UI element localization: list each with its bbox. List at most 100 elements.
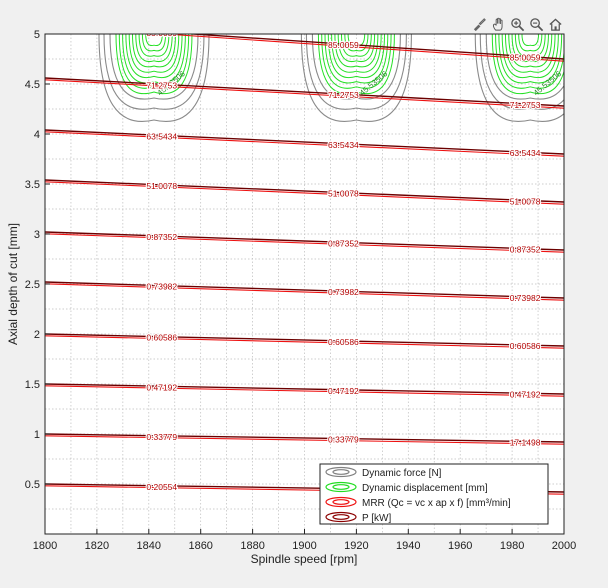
displacement-contour [321,34,392,89]
mrr-contours [45,34,564,495]
mrr-contour-label: 63.5434 [328,140,359,150]
legend-box [319,463,549,525]
power-contour-line [45,383,564,395]
home-restore-icon[interactable] [546,14,564,34]
displacement-contour [508,34,553,68]
displacement-contour [495,34,564,89]
power-contour-line [45,129,564,155]
x-tick-label: 1860 [188,540,212,552]
displacement-contour [145,34,163,47]
x-tick-label: 1820 [85,540,109,552]
mrr-contour-label: 0.60586 [146,333,177,343]
force-contour [305,34,407,110]
mrr-contour-label: 0.73982 [510,293,541,303]
legend-swatch [325,511,357,523]
power-contour-line [45,179,564,203]
x-tick-label: 1840 [137,540,161,552]
mrr-contour-label: 71.2753 [146,80,177,90]
plot-area [45,34,564,534]
displacement-contour [341,34,372,57]
legend-entry: Dynamic displacement [mm] [362,483,488,494]
mrr-contour-label: 17.1498 [510,437,541,447]
plot-frame [44,33,565,535]
mrr-contour-label: 63.5434 [510,148,541,158]
x-tick-label: 1800 [33,540,57,552]
mrr-contour-label: 0.73982 [146,282,177,292]
y-tick-label: 1 [34,429,40,441]
force-contour [474,34,564,122]
y-tick-label: 5 [34,29,40,41]
x-tick-label: 1940 [396,540,420,552]
x-tick-label: 1880 [240,540,264,552]
mrr-contour-label: 0.33779 [146,432,177,442]
force-contour-labels: 45.53506 45.53506 45.53506 [155,69,563,98]
displacement-contour [514,34,546,57]
mrr-contour-label: 0.20554 [328,485,359,495]
displacement-contour [498,34,563,84]
mrr-contour-label: 0.47192 [146,382,177,392]
axes-toolbar [470,14,564,36]
mrr-contour-label: 85.0059 [328,40,359,50]
displacement-contours [115,34,564,95]
brush-data-icon[interactable] [470,14,488,34]
displacement-contour [337,34,376,63]
force-contour [103,34,205,110]
displacement-contour [344,34,369,52]
mrr-contour-label: 0.60586 [510,341,541,351]
grid [44,33,565,535]
power-contour-line [45,231,564,251]
displacement-contour [334,34,379,68]
displacement-contour [138,34,170,57]
y-tick-label: 0.5 [25,479,40,491]
force-contour [300,34,412,122]
power-contour-line [45,77,564,107]
mrr-contour-label: 0.60586 [328,337,359,347]
displacement-contour [501,34,559,79]
y-axis-label: Axial depth of cut [mm] [6,223,20,345]
y-tick-label: 3 [34,229,40,241]
legend-entry: MRR (Qc = vc x ap x f) [mm³/min] [362,498,511,509]
axis-ticks: 1800 1820 1840 1860 1880 1900 1920 1940 1960 1980… [25,29,577,552]
mrr-contour-line [45,233,564,253]
mrr-contour-label: 0.47192 [328,386,359,396]
force-contour-label: 45.53506 [155,69,187,98]
displacement-contour [141,34,167,52]
mrr-contour-label: 0.47192 [510,389,541,399]
x-tick-label: 1920 [344,540,368,552]
pan-hand-icon[interactable] [489,14,507,34]
mrr-contour-label: 85.0059 [510,52,541,62]
displacement-contour [118,34,190,89]
displacement-contour [135,34,173,63]
legend-swatch-inner [332,469,350,475]
force-contour [311,34,401,100]
displacement-contour [327,34,385,79]
power-contour-line [45,483,564,493]
power-contour-line [45,433,564,443]
x-tick-label: 1960 [448,540,472,552]
mrr-contour-label: 0.33779 [328,435,359,445]
displacement-contour [128,34,180,73]
y-tick-label: 2.5 [25,279,40,291]
y-tick-label: 3.5 [25,179,40,191]
mrr-contour-line [45,79,564,109]
force-contour [485,34,564,100]
legend-swatch [325,496,357,508]
legend-entry: P [kW] [362,513,391,524]
zoom-in-icon[interactable] [508,14,526,34]
mrr-contour-label: 0.87352 [510,245,541,255]
zoom-out-icon[interactable] [527,14,545,34]
mrr-contour-line [45,485,564,495]
mrr-contour-line [45,283,564,301]
legend: Dynamic force [N] Dynamic displacement [m… [319,463,549,525]
mrr-contour-label: 51.0078 [328,189,359,199]
mrr-contour-label: 0.87352 [146,232,177,242]
mrr-contour-line [45,131,564,157]
force-contour-label: 45.53506 [532,69,564,98]
contour-labels: 0.20554 0.20554 0.33779 0.33779 17.1498 0.471… [145,34,541,496]
displacement-contour [122,34,186,84]
displacement-contour [518,34,543,52]
mrr-contour-line [45,335,564,349]
mrr-contour-label: 51.0078 [146,181,177,191]
